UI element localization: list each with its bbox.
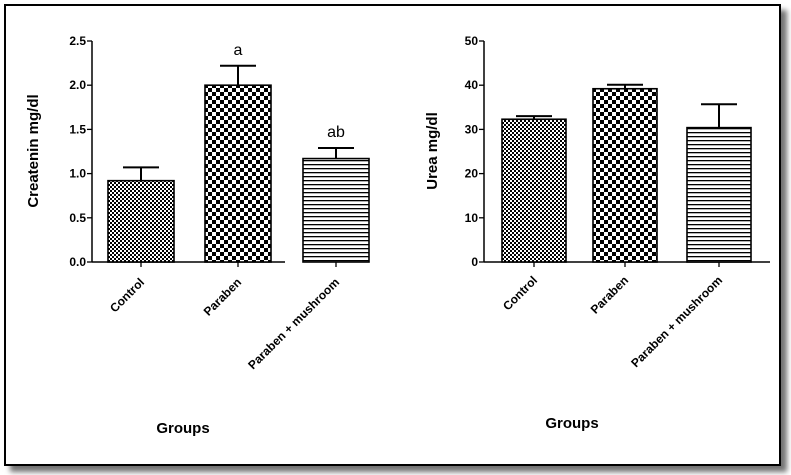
- bar: [204, 84, 272, 263]
- createnin-chart: Createnin mg/dl Groups: [25, 94, 210, 437]
- y-tick-label: 40: [465, 78, 479, 92]
- y-tick-label: 0: [471, 255, 478, 269]
- category-label: Paraben + mushroom: [628, 273, 725, 370]
- y-tick-label: 0.0: [69, 255, 86, 269]
- y-axis-title: Urea mg/dl: [424, 112, 441, 190]
- y-tick-label: 1.5: [69, 122, 86, 136]
- bar: [302, 157, 370, 263]
- y-axis-title: Createnin mg/dl: [25, 94, 42, 207]
- y-tick-label: 1.0: [69, 167, 86, 181]
- category-label: Control: [500, 273, 540, 313]
- urea-chart: Urea mg/dl Groups: [424, 112, 599, 432]
- x-axis-title: Groups: [156, 420, 209, 437]
- y-tick-label: 2.5: [69, 34, 86, 48]
- y-tick-label: 20: [465, 167, 479, 181]
- significance-label: ab: [327, 124, 345, 141]
- y-tick-label: 2.0: [69, 78, 86, 92]
- bar: [107, 179, 175, 263]
- y-tick-label: 10: [465, 211, 479, 225]
- category-label: Paraben + mushroom: [245, 275, 342, 372]
- x-axis-title: Groups: [545, 415, 598, 432]
- chart-plot-1: 0.0 0.5 1.0 1.5 2.0 2.5 Control a Paraben ab Parab…: [69, 34, 370, 372]
- bar: [592, 87, 658, 263]
- y-tick-label: 50: [465, 34, 479, 48]
- category-label: Paraben: [201, 275, 244, 318]
- bar: [501, 118, 567, 263]
- y-tick-label: 30: [465, 122, 479, 136]
- y-tick-label: 0.5: [69, 211, 86, 225]
- significance-label: a: [234, 42, 243, 59]
- bar: [686, 126, 752, 263]
- category-label: Paraben: [588, 273, 631, 316]
- category-label: Control: [107, 275, 147, 315]
